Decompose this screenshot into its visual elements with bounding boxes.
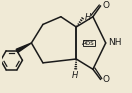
Text: H: H: [84, 13, 91, 22]
Text: NH: NH: [109, 38, 122, 47]
Text: O: O: [102, 75, 109, 84]
Polygon shape: [16, 43, 31, 52]
FancyBboxPatch shape: [83, 40, 95, 46]
Text: H: H: [72, 71, 78, 80]
Text: Abs: Abs: [82, 40, 95, 46]
Text: O: O: [102, 1, 109, 10]
